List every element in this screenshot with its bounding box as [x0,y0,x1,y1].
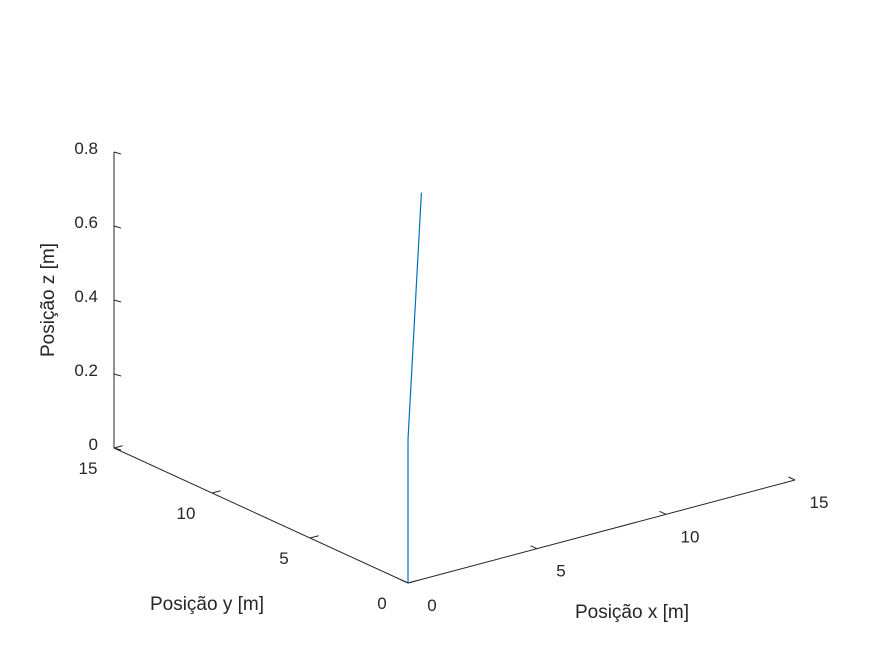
z-axis-label: Posição z [m] [38,243,59,357]
series-layer [407,192,422,583]
z-tick-mark [113,299,122,303]
y-axis-label: Posição y [m] [150,594,264,615]
y-tick-mark [113,445,123,449]
x-axis-label: Posição x [m] [575,602,689,623]
series-line [407,192,422,583]
y-tick-label: 10 [177,504,196,523]
y-tick-mark [211,490,221,494]
x-tick-label: 5 [556,562,565,581]
z-tick-label: 0 [89,435,98,454]
x-tick-label: 10 [681,527,700,546]
y-tick-label: 5 [279,549,288,568]
y-axis-line [113,447,409,584]
x-axis-line [407,479,796,584]
x-tick-mark [401,579,409,584]
x-tick-label: 0 [427,596,436,615]
z-tick-mark [113,447,122,451]
z-tick-mark [113,151,122,155]
y-tick-mark [407,580,417,584]
y-tick-label: 0 [377,594,386,613]
z-tick-label: 0.8 [74,139,98,158]
x-tick-mark [788,476,796,481]
y-tick-label: 15 [79,459,98,478]
z-tick-label: 0.6 [74,213,98,232]
x-tick-mark [659,510,667,515]
z-tick-label: 0.2 [74,361,98,380]
axes: 0 5 10 15 0 5 10 15 0 0.2 0.4 0.6 0.8 [74,139,828,615]
x-tick-mark [530,545,538,550]
z-tick-label: 0.4 [74,287,98,306]
y-tick-mark [309,535,319,539]
x-tick-label: 15 [810,493,829,512]
z-tick-mark [113,225,122,229]
z-tick-mark [113,373,122,377]
